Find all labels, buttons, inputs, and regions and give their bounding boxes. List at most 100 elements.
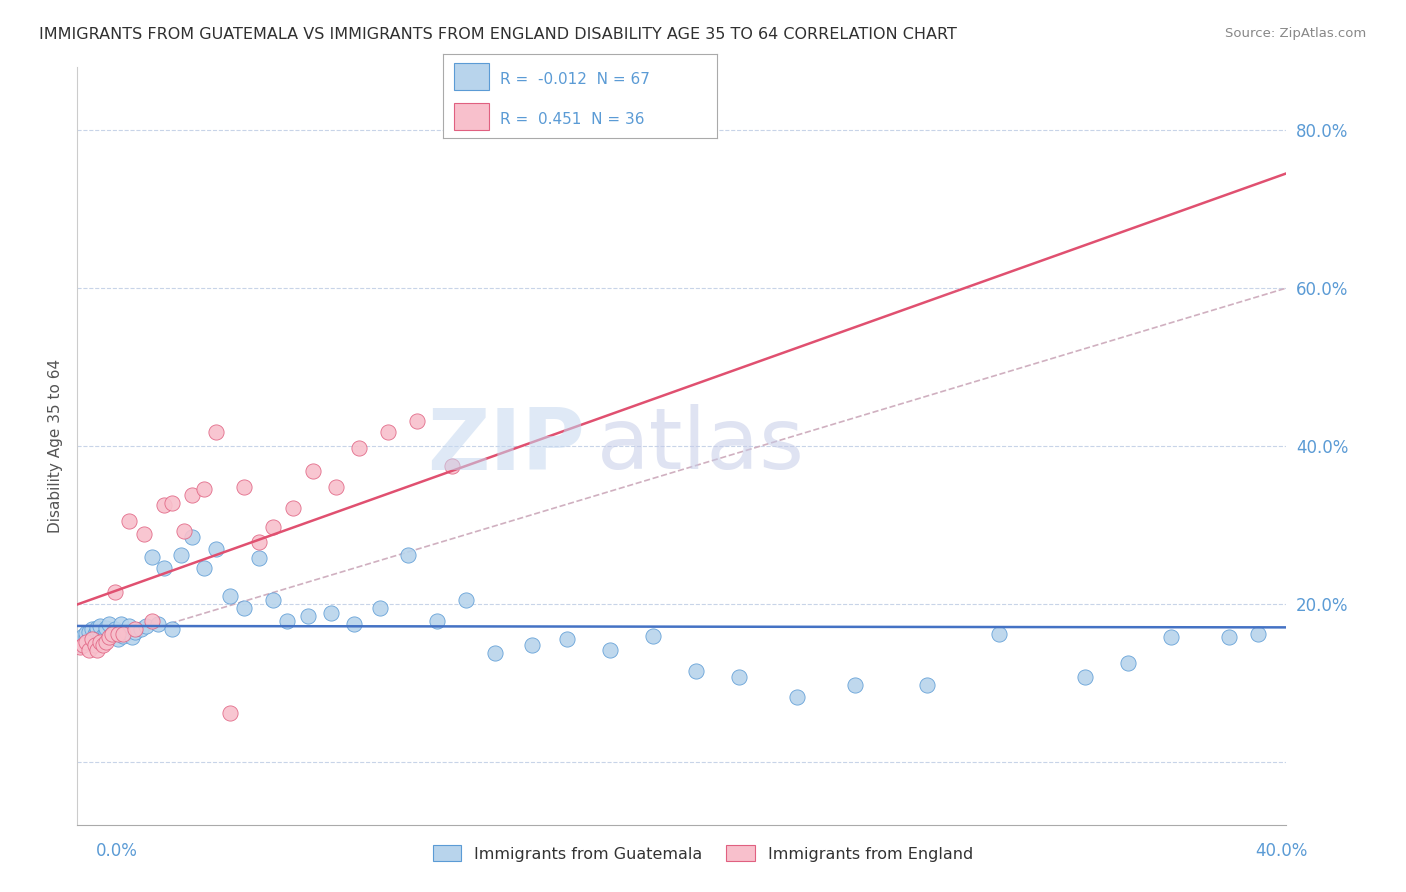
- Point: [69, 638, 91, 652]
- Point: [141, 549, 163, 564]
- Point: [1247, 627, 1270, 641]
- Point: [94, 635, 117, 649]
- Point: [110, 616, 132, 631]
- Text: IMMIGRANTS FROM GUATEMALA VS IMMIGRANTS FROM ENGLAND DISABILITY AGE 35 TO 64 COR: IMMIGRANTS FROM GUATEMALA VS IMMIGRANTS …: [39, 27, 957, 42]
- Point: [72, 634, 94, 648]
- Point: [262, 519, 284, 533]
- Point: [844, 677, 866, 691]
- Point: [685, 664, 707, 678]
- Point: [118, 619, 141, 633]
- Text: atlas: atlas: [598, 404, 806, 488]
- Point: [146, 616, 169, 631]
- Point: [135, 619, 157, 633]
- Point: [112, 627, 135, 641]
- Point: [181, 530, 204, 544]
- Point: [377, 425, 399, 439]
- Point: [77, 642, 100, 657]
- Legend: Immigrants from Guatemala, Immigrants from England: Immigrants from Guatemala, Immigrants fr…: [426, 838, 980, 868]
- Point: [152, 561, 174, 575]
- Point: [124, 622, 146, 636]
- Bar: [454, 62, 489, 90]
- Point: [98, 616, 121, 631]
- Point: [107, 627, 129, 641]
- Point: [555, 632, 578, 647]
- Point: [406, 414, 429, 428]
- Point: [987, 627, 1010, 641]
- Point: [121, 630, 143, 644]
- Point: [104, 585, 127, 599]
- Point: [77, 624, 100, 639]
- Point: [440, 458, 463, 473]
- Point: [233, 480, 256, 494]
- Point: [69, 640, 91, 655]
- Point: [89, 619, 111, 633]
- Point: [83, 627, 105, 641]
- Point: [219, 706, 242, 720]
- Point: [193, 561, 215, 575]
- Point: [77, 632, 100, 647]
- Point: [75, 626, 97, 640]
- Point: [75, 635, 97, 649]
- Point: [86, 642, 108, 657]
- Point: [86, 621, 108, 635]
- Point: [1074, 670, 1097, 684]
- Point: [247, 551, 270, 566]
- Point: [80, 636, 103, 650]
- Y-axis label: Disability Age 35 to 64: Disability Age 35 to 64: [48, 359, 63, 533]
- Point: [1116, 656, 1139, 670]
- Point: [319, 607, 342, 621]
- Point: [193, 483, 215, 497]
- Point: [94, 624, 117, 639]
- Point: [233, 601, 256, 615]
- Point: [325, 480, 347, 494]
- Point: [91, 628, 114, 642]
- Point: [262, 593, 284, 607]
- Text: Source: ZipAtlas.com: Source: ZipAtlas.com: [1226, 27, 1367, 40]
- Point: [83, 638, 105, 652]
- Point: [91, 638, 114, 652]
- Point: [915, 677, 938, 691]
- Point: [426, 615, 449, 629]
- Text: R =  -0.012  N = 67: R = -0.012 N = 67: [501, 72, 651, 87]
- Point: [173, 524, 195, 539]
- Point: [124, 624, 146, 639]
- Point: [204, 425, 226, 439]
- Point: [80, 622, 103, 636]
- Point: [98, 630, 121, 644]
- Text: 40.0%: 40.0%: [1256, 842, 1308, 860]
- Point: [728, 670, 751, 684]
- Point: [112, 628, 135, 642]
- Point: [297, 608, 319, 623]
- Point: [141, 615, 163, 629]
- Point: [80, 632, 103, 647]
- Point: [115, 624, 138, 639]
- Point: [368, 601, 391, 615]
- Point: [86, 624, 108, 639]
- Point: [1218, 630, 1240, 644]
- Point: [643, 628, 665, 642]
- Point: [181, 488, 204, 502]
- Point: [276, 615, 298, 629]
- Point: [101, 627, 124, 641]
- Point: [132, 527, 155, 541]
- Point: [349, 441, 371, 455]
- Text: ZIP: ZIP: [427, 404, 585, 488]
- Point: [91, 632, 114, 647]
- Point: [162, 496, 184, 510]
- Point: [75, 630, 97, 644]
- Point: [89, 635, 111, 649]
- Point: [104, 622, 127, 636]
- Point: [522, 638, 544, 652]
- Point: [152, 498, 174, 512]
- Point: [101, 627, 124, 641]
- Point: [1160, 630, 1182, 644]
- Point: [72, 628, 94, 642]
- Point: [786, 690, 808, 705]
- Point: [89, 630, 111, 644]
- Point: [247, 535, 270, 549]
- Point: [302, 464, 325, 478]
- Point: [484, 646, 506, 660]
- Point: [72, 638, 94, 652]
- Point: [343, 616, 366, 631]
- Point: [283, 500, 305, 515]
